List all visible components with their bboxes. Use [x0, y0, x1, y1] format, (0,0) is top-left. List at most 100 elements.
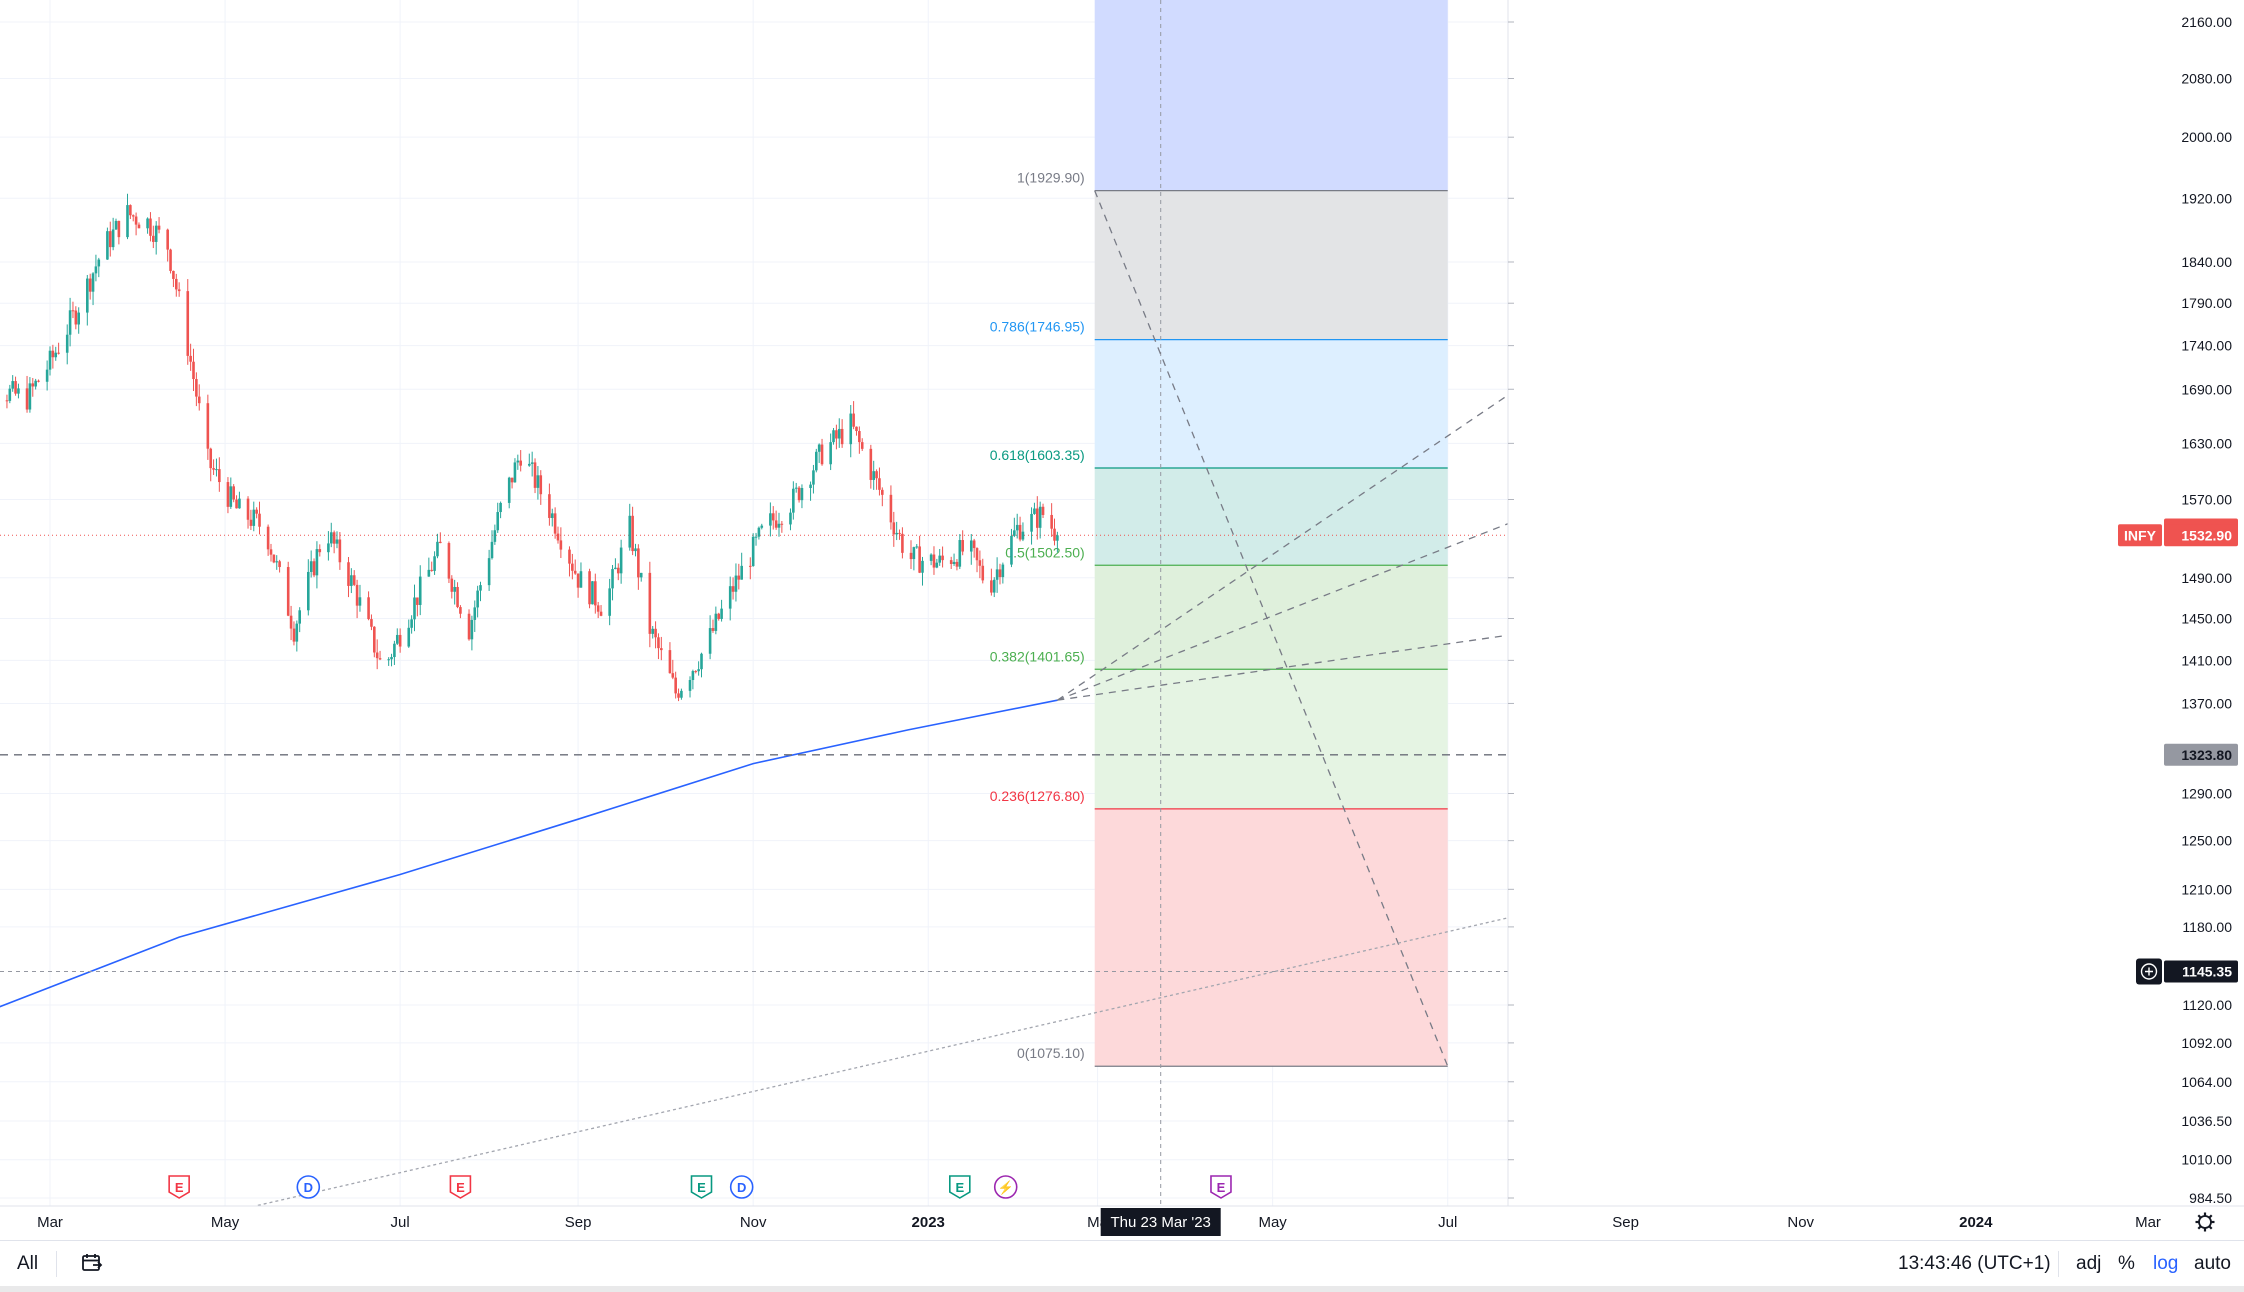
candle-body [694, 671, 698, 673]
candle-body [548, 494, 551, 518]
candle-body [872, 471, 876, 480]
fib-level-label: 0.5(1502.50) [1005, 544, 1084, 560]
price-axis-label: 1010.00 [2181, 1152, 2232, 1168]
candle-body [530, 462, 534, 464]
adj-toggle[interactable]: adj [2076, 1253, 2102, 1274]
candle-body [1013, 530, 1016, 536]
candle-body [235, 499, 238, 509]
candle-body [1021, 531, 1025, 540]
candle-body [757, 527, 761, 537]
candle-body [74, 310, 78, 325]
trend-line [1057, 394, 1508, 701]
dashed-level-tag-text: 1323.80 [2181, 747, 2232, 763]
candle-body [929, 554, 933, 561]
candle-body [86, 278, 89, 313]
candle-body [1053, 528, 1056, 541]
candle-body [479, 585, 482, 591]
candle-body [459, 607, 462, 614]
candle-body [817, 444, 821, 452]
event-marker-dividend: D [296, 1175, 321, 1199]
event-marker-circle [729, 1175, 754, 1199]
candle-body [439, 541, 442, 544]
candle-body [215, 469, 218, 471]
candle-body [327, 543, 330, 553]
price-axis-label: 1570.00 [2181, 491, 2232, 507]
time-axis-label: Nov [740, 1214, 767, 1231]
candle-body [634, 548, 637, 552]
candle-body [1015, 524, 1019, 531]
price-axis: 2160.00 2080.00 2000.00 1920.00 1840.00 1790.… [1507, 0, 2244, 1206]
price-axis-label: 2160.00 [2181, 14, 2232, 30]
candle-body [639, 572, 643, 578]
dashed-level-tag-bg [2164, 743, 2238, 766]
candle-body [912, 547, 916, 560]
candle-body [232, 486, 235, 500]
candle-body [418, 576, 422, 605]
price-axis-label: 1370.00 [2181, 695, 2232, 711]
candle-body [932, 554, 936, 568]
candle-body [677, 693, 680, 698]
candle-body [111, 229, 115, 248]
candle-body [45, 369, 49, 382]
candle-body [832, 430, 835, 443]
event-marker-label: E [697, 1180, 706, 1195]
candle-body [938, 555, 942, 563]
percent-toggle[interactable]: % [2118, 1253, 2135, 1274]
candle-body [332, 532, 336, 544]
candle-body [720, 608, 723, 619]
candle-body [307, 571, 310, 611]
fib-zone [1094, 339, 1448, 469]
candle-body [71, 310, 75, 312]
candle-body [1038, 506, 1042, 528]
trend-line [1094, 190, 1449, 1067]
price-axis-label: 1790.00 [2181, 295, 2232, 311]
calendar-icon[interactable] [80, 1251, 104, 1281]
candle-body [579, 571, 583, 588]
candle-body [754, 536, 758, 538]
event-marker-shape [949, 1175, 971, 1199]
candle-body [674, 677, 677, 694]
candle-body [852, 413, 855, 427]
event-marker-shape [449, 1175, 472, 1199]
clock-time[interactable]: 13:43:46 (UTC+1) [1898, 1253, 2051, 1274]
candle-body [195, 379, 198, 397]
moving-average-line [0, 699, 1058, 1008]
event-marker-earnings: E [690, 1175, 713, 1199]
candle-body [559, 540, 563, 550]
calendar-icon-glyph [82, 1254, 103, 1271]
fib-level-label: 0.382(1401.65) [990, 648, 1085, 664]
candle-body [312, 561, 316, 576]
candle-body [94, 266, 98, 274]
candle-body [65, 334, 69, 353]
candle-body [88, 278, 92, 292]
candle-body [318, 549, 322, 553]
time-axis-label: Jul [391, 1214, 410, 1231]
log-toggle[interactable]: log [2153, 1253, 2179, 1274]
auto-toggle[interactable]: auto [2194, 1253, 2231, 1274]
candle-body [212, 468, 215, 470]
candle-body [315, 549, 319, 576]
price-chart[interactable]: 1(1929.90) 0.786(1746.95) 0.618(1603.35) 0.… [0, 0, 2244, 1240]
candle-body [553, 513, 557, 534]
range-all-button[interactable]: All [17, 1253, 39, 1274]
price-axis-label: 1410.00 [2181, 652, 2232, 668]
candle-body [54, 352, 58, 358]
price-axis-label: 1064.00 [2181, 1074, 2232, 1090]
fib-level-label: 1(1929.90) [1017, 170, 1085, 186]
candle-body [955, 561, 959, 567]
candle-body [714, 613, 718, 631]
gear-icon[interactable] [2195, 1212, 2215, 1232]
candle-body [507, 477, 511, 503]
time-axis-label: May [211, 1214, 240, 1231]
candle-body [499, 502, 502, 513]
candle-body [48, 350, 52, 370]
candle-body [375, 652, 379, 659]
candle-body [860, 442, 864, 449]
candle-body [97, 259, 101, 267]
candle-body [941, 555, 944, 561]
candle-body [657, 637, 660, 649]
candle-body [393, 643, 396, 658]
fib-retracement [1094, 0, 1448, 1067]
current-price-tag: 1532.90 [2164, 524, 2238, 547]
